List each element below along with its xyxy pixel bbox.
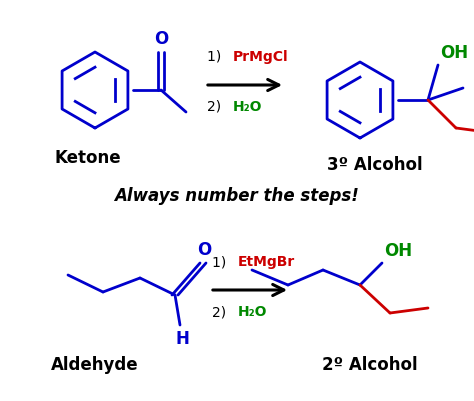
Text: H₂O: H₂O [233, 100, 263, 114]
Text: Ketone: Ketone [55, 149, 121, 167]
Text: H: H [175, 330, 189, 348]
Text: OH: OH [384, 242, 412, 260]
Text: 1): 1) [207, 50, 230, 64]
Text: H₂O: H₂O [238, 305, 267, 319]
Text: 2): 2) [212, 305, 230, 319]
Text: 2): 2) [207, 100, 226, 114]
Text: O: O [154, 30, 168, 48]
Text: Aldehyde: Aldehyde [51, 356, 139, 374]
Text: PrMgCl: PrMgCl [233, 50, 289, 64]
Text: OH: OH [440, 44, 468, 62]
Text: EtMgBr: EtMgBr [238, 255, 295, 269]
Text: 3º Alcohol: 3º Alcohol [327, 156, 423, 174]
Text: 1): 1) [212, 255, 235, 269]
Text: 2º Alcohol: 2º Alcohol [322, 356, 418, 374]
Text: O: O [197, 241, 211, 259]
Text: Always number the steps!: Always number the steps! [115, 187, 359, 205]
